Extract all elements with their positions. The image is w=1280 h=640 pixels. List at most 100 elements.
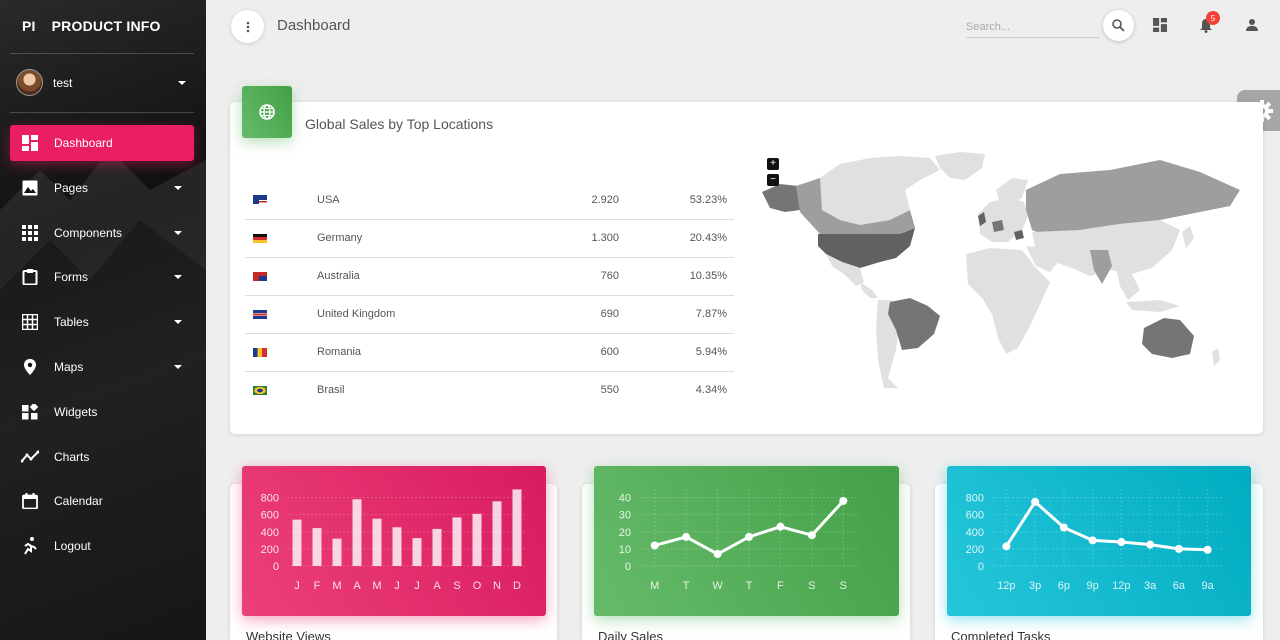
- brand-logo[interactable]: PI PRODUCT INFO: [22, 18, 161, 34]
- map-region-india[interactable]: [1090, 250, 1112, 284]
- data-point: [1174, 544, 1183, 553]
- timeline-icon: [21, 448, 39, 466]
- map-region-germany[interactable]: [992, 220, 1004, 232]
- map-zoom-in-button[interactable]: +: [767, 158, 779, 170]
- chevron-down-icon: [174, 364, 182, 369]
- brand-short: PI: [22, 18, 36, 34]
- map-region-canada-south[interactable]: [796, 178, 915, 234]
- sidebar-item-maps[interactable]: Maps: [10, 349, 194, 385]
- y-tick-label: 30: [619, 510, 631, 522]
- sidebar-item-label: Pages: [54, 180, 89, 195]
- x-tick-label: W: [712, 580, 723, 592]
- data-point: [745, 532, 753, 541]
- globe-icon: [259, 104, 275, 120]
- map-zoom-out-button[interactable]: −: [767, 174, 779, 186]
- map-region-australia[interactable]: [1142, 318, 1194, 358]
- sidebar-item-dashboard[interactable]: Dashboard: [10, 125, 194, 161]
- completed-tasks-chart: 0 200 400 600 800 12p 3p 6p 9p 12p 3a 6a 9a: [947, 466, 1251, 616]
- sidebar-item-label: Dashboard: [54, 136, 113, 150]
- table-row: Romania 600 5.94%: [245, 333, 734, 372]
- chevron-down-icon: [174, 275, 182, 280]
- y-tick-label: 600: [966, 510, 984, 522]
- apps-icon: [21, 224, 39, 242]
- bar: [412, 538, 422, 566]
- y-tick-label: 200: [966, 544, 984, 556]
- x-tick-label: 3p: [1029, 580, 1041, 592]
- website-views-chart: 0 200 400 600 800 J F M A M J J A S O N D: [242, 466, 546, 616]
- chart-card-title: Daily Sales: [598, 629, 664, 640]
- dashboard-button[interactable]: [1151, 16, 1169, 34]
- y-tick-label: 40: [619, 493, 631, 505]
- x-tick-label: F: [314, 580, 321, 592]
- search-button[interactable]: [1103, 10, 1134, 41]
- chevron-down-icon: [178, 81, 186, 85]
- x-tick-label: D: [513, 580, 521, 592]
- country-cell: Germany: [317, 219, 499, 258]
- map-region-new-zealand[interactable]: [1212, 348, 1220, 366]
- map-region-usa[interactable]: [818, 228, 915, 268]
- data-point: [713, 550, 722, 559]
- sidebar-item-logout[interactable]: Logout: [10, 528, 194, 564]
- data-point: [839, 496, 848, 505]
- flag-au-icon: [253, 271, 267, 281]
- sidebar-item-pages[interactable]: Pages: [10, 170, 194, 206]
- sidebar-item-tables[interactable]: Tables: [10, 304, 194, 340]
- map-region-brazil[interactable]: [888, 298, 940, 350]
- percent-cell: 10.35%: [619, 257, 734, 296]
- search-icon: [1112, 19, 1125, 32]
- chart-card-title: Website Views: [246, 629, 331, 640]
- user-name: test: [53, 75, 73, 90]
- calendar-icon: [21, 492, 39, 510]
- user-menu[interactable]: test: [16, 69, 186, 96]
- percent-cell: 4.34%: [695, 384, 727, 397]
- sidebar-item-forms[interactable]: Forms: [10, 259, 194, 295]
- map-region-japan[interactable]: [1182, 226, 1194, 248]
- value-cell: 600: [499, 333, 619, 372]
- sidebar-item-charts[interactable]: Charts: [10, 439, 194, 475]
- search-input[interactable]: [966, 16, 1100, 38]
- data-point: [682, 532, 691, 541]
- map-region-asia[interactable]: [1032, 220, 1180, 276]
- map-region-southeast-asia[interactable]: [1116, 268, 1140, 300]
- sidebar-item-label: Tables: [54, 315, 89, 330]
- sidebar-item-label: Components: [54, 225, 123, 240]
- world-map[interactable]: + −: [760, 150, 1250, 390]
- x-tick-label: F: [777, 580, 784, 592]
- daily-sales-chart: 0 10 20 30 40 M T W T F S S: [594, 466, 899, 616]
- map-region-africa[interactable]: [966, 248, 1050, 354]
- map-region-romania[interactable]: [1014, 230, 1024, 240]
- profile-button[interactable]: [1243, 16, 1261, 34]
- map-region-greenland[interactable]: [935, 152, 985, 180]
- sidebar-item-widgets[interactable]: Widgets: [10, 394, 194, 430]
- sidebar-item-label: Widgets: [54, 404, 98, 419]
- bar: [472, 513, 482, 566]
- data-point: [776, 522, 785, 531]
- map-region-central-america[interactable]: [860, 282, 878, 298]
- y-tick-label: 200: [261, 544, 279, 556]
- map-region-scandinavia[interactable]: [996, 178, 1028, 206]
- map-region-europe[interactable]: [978, 198, 1028, 242]
- more-menu-button[interactable]: [231, 10, 264, 43]
- value-cell: 550: [600, 384, 619, 397]
- sidebar-item-calendar[interactable]: Calendar: [10, 483, 194, 519]
- map-region-alaska[interactable]: [762, 184, 800, 212]
- map-region-mexico[interactable]: [826, 254, 864, 286]
- percent-cell: 5.94%: [619, 333, 734, 372]
- flag-ro-icon: [253, 347, 267, 357]
- x-tick-label: S: [453, 580, 460, 592]
- map-region-middle-east[interactable]: [1026, 246, 1060, 272]
- sidebar-item-components[interactable]: Components: [10, 215, 194, 251]
- chart-svg: 0 200 400 600 800 12p 3p 6p 9p 12p 3a 6a 9a: [966, 489, 1222, 592]
- brand-name: PRODUCT INFO: [51, 18, 161, 34]
- sidebar-nav: Dashboard Pages Components Forms: [10, 125, 194, 573]
- y-tick-label: 20: [619, 527, 631, 539]
- table-row: Brasil 550 4.34%: [245, 371, 734, 409]
- map-region-russia[interactable]: [1026, 160, 1240, 238]
- map-region-indonesia[interactable]: [1126, 300, 1180, 312]
- map-region-canada[interactable]: [820, 156, 940, 225]
- y-tick-label: 0: [273, 561, 279, 573]
- x-tick-label: M: [372, 580, 381, 592]
- x-tick-label: J: [394, 580, 400, 592]
- map-region-uk[interactable]: [978, 212, 986, 226]
- value-cell: 2.920: [499, 181, 619, 220]
